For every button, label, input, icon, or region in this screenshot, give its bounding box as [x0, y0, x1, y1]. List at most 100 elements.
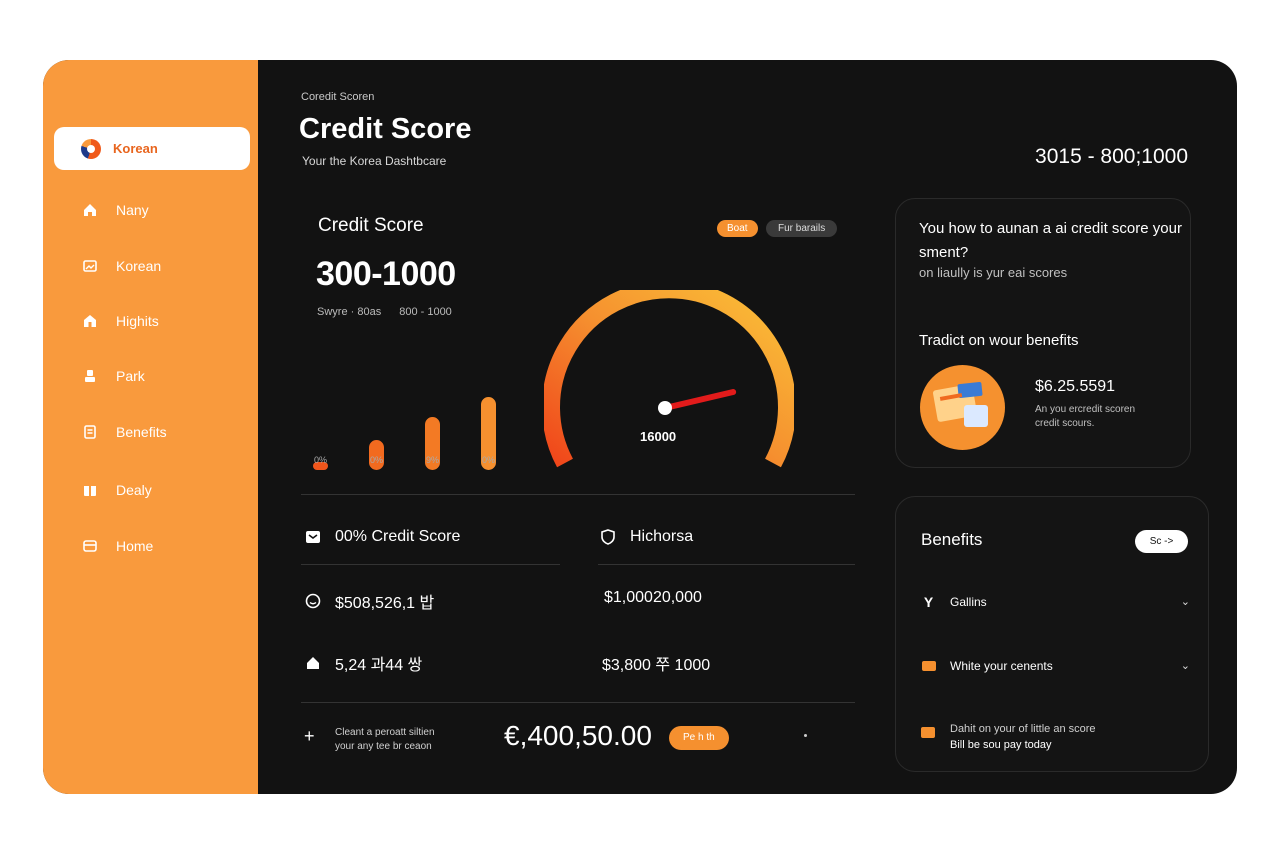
user-icon: [81, 367, 99, 385]
stat-amount-2: $1,00020,000: [604, 589, 702, 607]
sidebar-item-label: Korean: [113, 141, 158, 156]
stat-text: Hichorsa: [630, 528, 694, 545]
sidebar-item-korean-active[interactable]: Korean: [54, 127, 250, 170]
page-title: Credit Score: [299, 113, 472, 145]
app-window: Korean Nany Korean Highits Park Benefits…: [43, 60, 1237, 794]
stat-text: $508,526,1 밥: [335, 595, 435, 612]
benefit-row-gallins[interactable]: Y Gallins ⌄: [920, 593, 1190, 610]
gauge-needle: [662, 389, 737, 411]
breadcrumb[interactable]: Coredit Scoren: [301, 91, 375, 103]
sidebar-item-label: Park: [116, 368, 145, 384]
info-card-subtext: on liaully is yur eai scores: [919, 265, 1068, 280]
sidebar-item-label: Benefits: [116, 424, 167, 440]
stat-text: $1,00020,000: [604, 589, 702, 606]
stat-credit-score: 00% Credit Score: [304, 528, 460, 546]
benefit-row-cenents[interactable]: White your cenents ⌄: [920, 657, 1190, 674]
benefit-amount: $6.25.5591: [1035, 378, 1116, 395]
score-bar: [313, 462, 328, 470]
sidebar-item-home[interactable]: Home: [81, 537, 153, 555]
sidebar-item-benefits[interactable]: Benefits: [81, 423, 167, 441]
score-range: 300-1000: [316, 255, 456, 293]
stat-text: $3,800 쭈 1000: [602, 657, 711, 674]
benefit-row-label: White your cenents: [950, 658, 1053, 673]
chevron-down-icon[interactable]: ⌄: [1180, 660, 1190, 672]
sidebar-item-highits[interactable]: Highits: [81, 312, 159, 330]
stat-hichorsa: Hichorsa: [599, 528, 693, 546]
score-bar-chart: [313, 370, 513, 470]
score-subtext: Swyre · 80as 800 - 1000: [317, 306, 452, 318]
sidebar-item-label: Home: [116, 538, 154, 554]
chart-icon: [304, 528, 322, 546]
gauge-arc: [544, 290, 794, 468]
divider: [598, 564, 855, 565]
y-icon: Y: [923, 593, 934, 610]
header-score-range: 3015 - 800;1000: [1035, 145, 1188, 168]
sidebar-item-label: Korean: [116, 258, 162, 274]
document-icon: [81, 423, 99, 441]
score-sub-left: Swyre · 80as: [317, 306, 382, 318]
benefit-footer-line: Bill be sou pay today: [950, 739, 1052, 751]
gauge-hub: [658, 401, 672, 415]
benefits-illustration: [920, 365, 1005, 450]
stat-amount-4: $3,800 쭈 1000: [602, 651, 710, 675]
stat-amount-3: 5,24 과44 쌍: [304, 651, 422, 675]
benefit-footer-line: Dahit on your of little an score: [950, 723, 1096, 735]
info-card-question: You how to aunan a ai credit score your …: [919, 220, 1182, 261]
bar-label: 0%: [370, 455, 384, 465]
main-content: Coredit Scoren Credit Score Your the Kor…: [258, 60, 1237, 794]
sidebar-item-label: Dealy: [116, 482, 152, 498]
info-card-heading: Tradict on wour benefits: [919, 332, 1079, 349]
sidebar-item-park[interactable]: Park: [81, 367, 145, 385]
dot-indicator: [804, 734, 807, 737]
benefit-note-line: credit scours.: [1035, 418, 1095, 429]
benefit-note-line: An you ercredit scoren: [1035, 404, 1136, 415]
stat-text: 00% Credit Score: [335, 528, 461, 545]
gauge-value: 16000: [640, 429, 677, 444]
wallet-icon: [920, 657, 937, 674]
stat-text: 5,24 과44 쌍: [335, 657, 423, 674]
home-icon: [304, 654, 322, 672]
footer-action-button[interactable]: Pe h th: [669, 726, 729, 750]
sidebar-item-label: Highits: [116, 313, 159, 329]
gift-icon: [81, 481, 99, 499]
card-icon: [81, 537, 99, 555]
divider: [301, 494, 855, 495]
bar-label: 0%: [482, 455, 496, 465]
home-icon: [81, 201, 99, 219]
benefits-title: Benefits: [921, 530, 983, 549]
smile-icon: [304, 592, 322, 610]
footer-amount: €,400,50.00: [504, 720, 652, 751]
filter-pill-active[interactable]: Boat: [717, 220, 758, 237]
image-icon: [81, 257, 99, 275]
score-bar: [369, 440, 384, 470]
page-subtitle: Your the Korea Dashtbcare: [302, 154, 447, 168]
divider: [301, 702, 855, 703]
sidebar-item-dealy[interactable]: Dealy: [81, 481, 152, 499]
benefit-note: An you ercredit scoren credit scours.: [1035, 403, 1165, 431]
footer-line: your any tee br ceaon: [335, 741, 432, 752]
credit-score-gauge: [544, 290, 794, 468]
divider: [301, 564, 560, 565]
score-bar: [425, 416, 440, 470]
score-sub-right: 800 - 1000: [399, 306, 452, 318]
sidebar: Korean Nany Korean Highits Park Benefits…: [43, 60, 258, 794]
sidebar-item-nany[interactable]: Nany: [81, 201, 149, 219]
brand-logo-icon: [81, 138, 101, 159]
filter-pill[interactable]: Fur barails: [766, 220, 838, 237]
shield-icon: [599, 528, 617, 546]
benefit-footer-note: Dahit on your of little an score Bill be…: [950, 721, 1096, 753]
chevron-down-icon[interactable]: ⌄: [1180, 596, 1190, 608]
stat-amount-1: $508,526,1 밥: [304, 589, 434, 613]
footer-line: Cleant a peroatt siltien: [335, 727, 435, 738]
benefits-see-all-button[interactable]: Sc ->: [1135, 530, 1188, 553]
sidebar-item-korean[interactable]: Korean: [81, 257, 161, 275]
score-card-title: Credit Score: [318, 215, 424, 236]
plus-icon[interactable]: +: [304, 726, 315, 746]
bar-label: 9%: [426, 455, 440, 465]
coin-icon: [920, 724, 936, 745]
benefit-row-label: Gallins: [950, 594, 987, 609]
house-icon: [81, 312, 99, 330]
bar-label: 0%: [314, 455, 328, 465]
score-bar: [481, 397, 496, 470]
sidebar-item-label: Nany: [116, 202, 149, 218]
